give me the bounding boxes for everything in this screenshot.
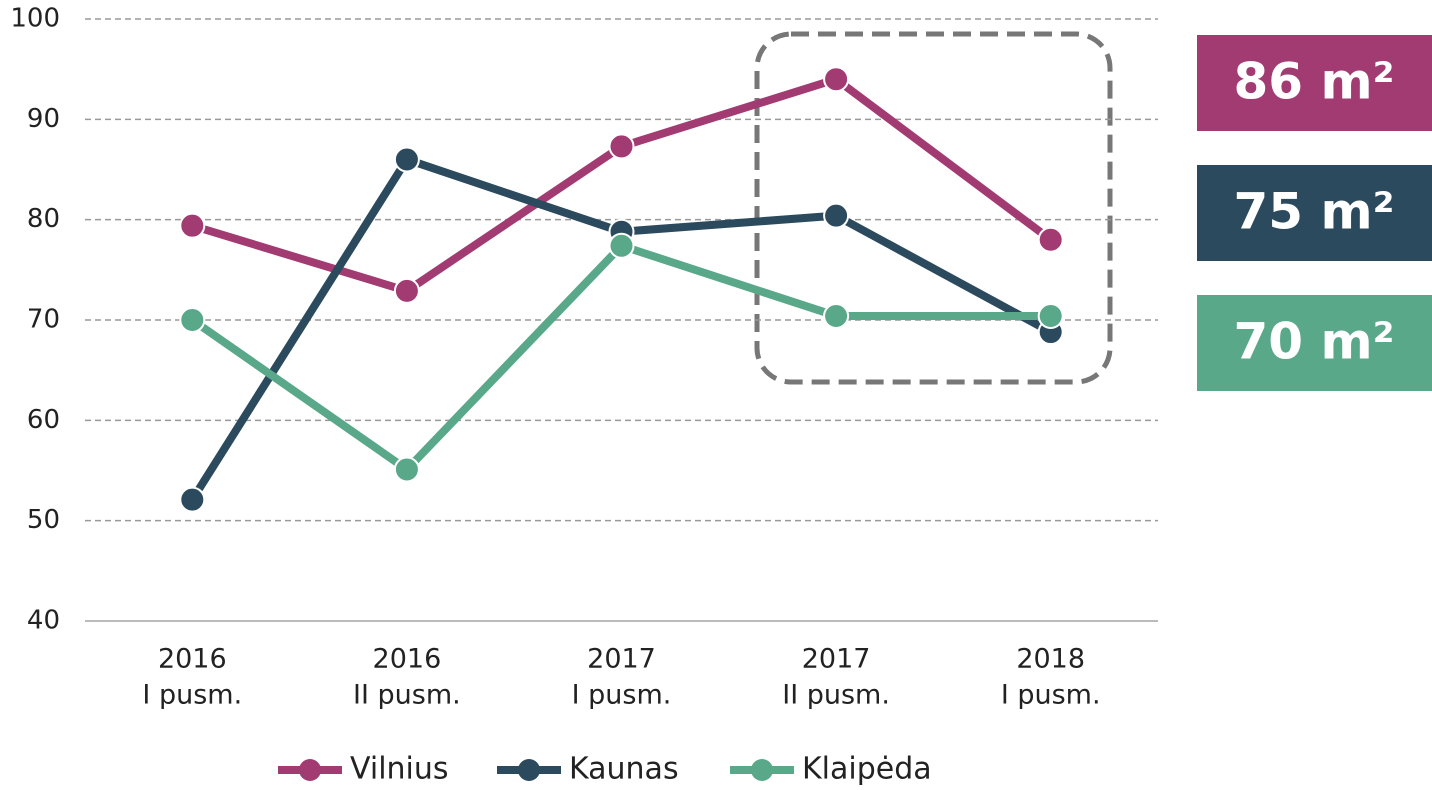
data-point bbox=[393, 456, 420, 483]
y-tick-label: 90 bbox=[27, 104, 60, 134]
y-tick-label: 70 bbox=[27, 305, 60, 335]
data-point bbox=[179, 307, 206, 333]
highlight-box bbox=[754, 31, 1113, 385]
legend-marker bbox=[751, 759, 773, 781]
data-point bbox=[179, 486, 206, 513]
series-line bbox=[188, 155, 1053, 502]
value-box bbox=[1197, 35, 1432, 131]
x-tick-label: II pusm. bbox=[353, 680, 461, 711]
value-box-label: 70 m² bbox=[1234, 313, 1395, 371]
y-tick-label: 50 bbox=[27, 505, 60, 535]
data-point bbox=[393, 277, 420, 304]
value-box bbox=[1197, 165, 1432, 261]
y-tick-label: 60 bbox=[27, 405, 60, 435]
data-point bbox=[823, 66, 850, 93]
y-tick-label: 100 bbox=[10, 4, 60, 34]
x-tick-label: I pusm. bbox=[1001, 680, 1101, 711]
data-point bbox=[823, 202, 850, 229]
x-tick-label: 2016 bbox=[373, 644, 442, 675]
legend-marker bbox=[518, 759, 540, 781]
y-tick-label: 80 bbox=[27, 204, 60, 234]
x-tick-label: 2017 bbox=[587, 644, 656, 675]
legend-label: Klaipėda bbox=[802, 752, 932, 787]
data-point bbox=[823, 302, 850, 329]
legend-marker bbox=[299, 759, 321, 781]
value-box-label: 86 m² bbox=[1234, 53, 1395, 111]
x-tick-label: 2016 bbox=[158, 644, 227, 675]
x-tick-label: I pusm. bbox=[142, 680, 242, 711]
y-tick-label: 40 bbox=[27, 606, 60, 636]
legend-label: Vilnius bbox=[350, 752, 449, 787]
data-point bbox=[393, 146, 420, 173]
data-point bbox=[179, 212, 206, 239]
value-box-label: 75 m² bbox=[1234, 183, 1395, 241]
x-tick-label: 2017 bbox=[802, 644, 871, 675]
x-tick-label: 2018 bbox=[1016, 644, 1085, 675]
data-point bbox=[1037, 302, 1064, 329]
legend-label: Kaunas bbox=[569, 752, 679, 787]
x-tick-label: II pusm. bbox=[782, 680, 890, 711]
value-box bbox=[1197, 295, 1432, 391]
data-point bbox=[608, 232, 635, 259]
data-point bbox=[1037, 226, 1064, 253]
x-tick-label: I pusm. bbox=[572, 680, 672, 711]
series-line bbox=[190, 241, 1051, 474]
data-point bbox=[608, 133, 635, 160]
